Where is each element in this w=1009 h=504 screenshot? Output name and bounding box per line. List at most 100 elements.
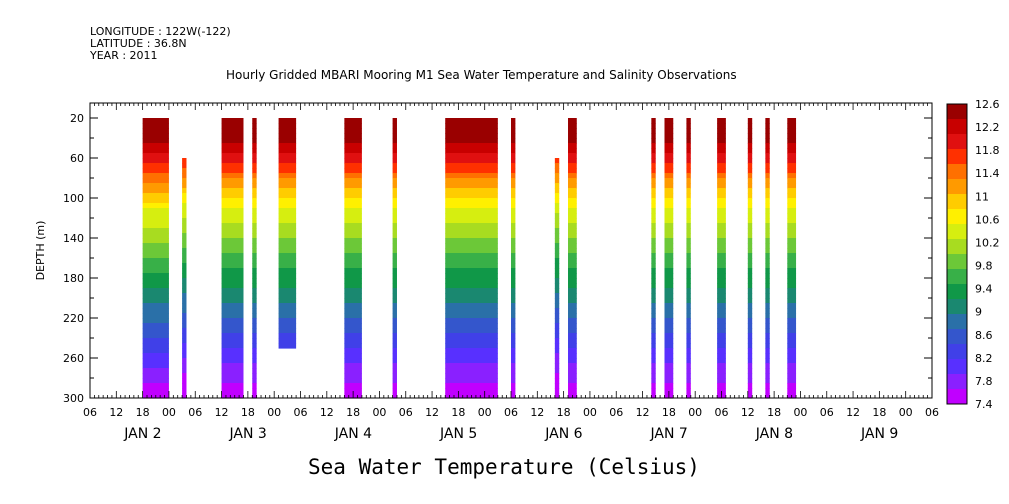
profile-cell [787,278,797,284]
profile-cell [344,308,362,314]
profile-cell [568,378,577,384]
profile-cell [445,253,498,259]
profile-cell [445,288,498,294]
profile-cell [252,128,257,134]
profile-cell [278,233,297,239]
x-tick-label: 18 [241,406,255,419]
profile-cell [686,118,691,124]
profile-cell [554,323,560,329]
profile-cell [765,323,770,329]
colorbar-label: 7.4 [975,398,993,411]
profile-cell [445,283,498,289]
profile-cell [765,158,770,164]
profile-cell [142,123,169,129]
profile-cell [664,258,674,264]
profile-cell [747,118,753,124]
profile-cell [142,263,169,269]
profile-cell [747,138,753,144]
profile-cell [554,253,560,259]
profile-cell [278,243,297,249]
profile-cell [664,183,674,189]
profile-cell [686,198,691,204]
profile-cell [554,223,560,229]
profile-cell [664,378,674,384]
profile-cell [252,198,257,204]
profile-cell [651,268,656,274]
profile-cell [651,218,656,224]
profile-cell [554,343,560,349]
profile-column [392,118,397,399]
profile-cell [787,358,797,364]
profile-cell [717,198,726,204]
profile-cell [747,383,753,389]
profile-cell [651,223,656,229]
profile-cell [651,198,656,204]
profile-cell [511,278,516,284]
profile-cell [344,358,362,364]
profile-cell [765,213,770,219]
profile-cell [554,338,560,344]
y-tick-label: 140 [63,232,84,245]
profile-cell [511,128,516,134]
profile-cell [278,168,297,174]
profile-cell [344,228,362,234]
profile-cell [252,208,257,214]
colorbar-swatch [947,209,967,225]
profile-cell [651,208,656,214]
profile-cell [787,243,797,249]
profile-cell [664,128,674,134]
profile-cell [554,243,560,249]
profile-cell [568,253,577,259]
profile-cell [252,283,257,289]
latitude-label: LATITUDE : 36.8N [90,37,187,50]
profile-cell [392,233,397,239]
profile-cell [787,283,797,289]
profile-cell [717,288,726,294]
profile-cell [717,363,726,369]
profile-cell [787,298,797,304]
profile-cell [568,243,577,249]
profile-cell [787,118,797,124]
profile-cell [445,123,498,129]
profile-cell [252,138,257,144]
profile-cell [445,268,498,274]
colorbar-swatch [947,389,967,405]
colorbar-label: 8.6 [975,329,993,342]
profile-cell [142,198,169,204]
profile-cell [765,188,770,194]
profile-column [278,118,297,349]
profile-cell [717,203,726,209]
profile-cell [221,243,244,249]
profile-cell [651,258,656,264]
profile-cell [664,173,674,179]
profile-cell [252,223,257,229]
profile-cell [344,178,362,184]
profile-cell [511,198,516,204]
profile-cell [554,258,560,264]
profile-cell [392,328,397,334]
profile-cell [392,128,397,134]
profile-cell [568,358,577,364]
profile-cell [182,383,187,389]
profile-cell [221,118,244,124]
profile-cell [554,298,560,304]
profile-cell [664,193,674,199]
profile-cell [392,338,397,344]
profile-cell [554,348,560,354]
profile-cell [221,323,244,329]
profile-cell [747,258,753,264]
profile-cell [787,233,797,239]
profile-cell [511,228,516,234]
profile-cell [651,143,656,149]
profile-cell [787,123,797,129]
profile-cell [747,363,753,369]
profile-cell [664,388,674,394]
profile-cell [787,133,797,139]
profile-cell [651,213,656,219]
profile-cell [445,248,498,254]
profile-cell [765,348,770,354]
profile-cell [765,193,770,199]
profile-cell [554,278,560,284]
profile-cell [511,293,516,299]
profile-cell [221,238,244,244]
